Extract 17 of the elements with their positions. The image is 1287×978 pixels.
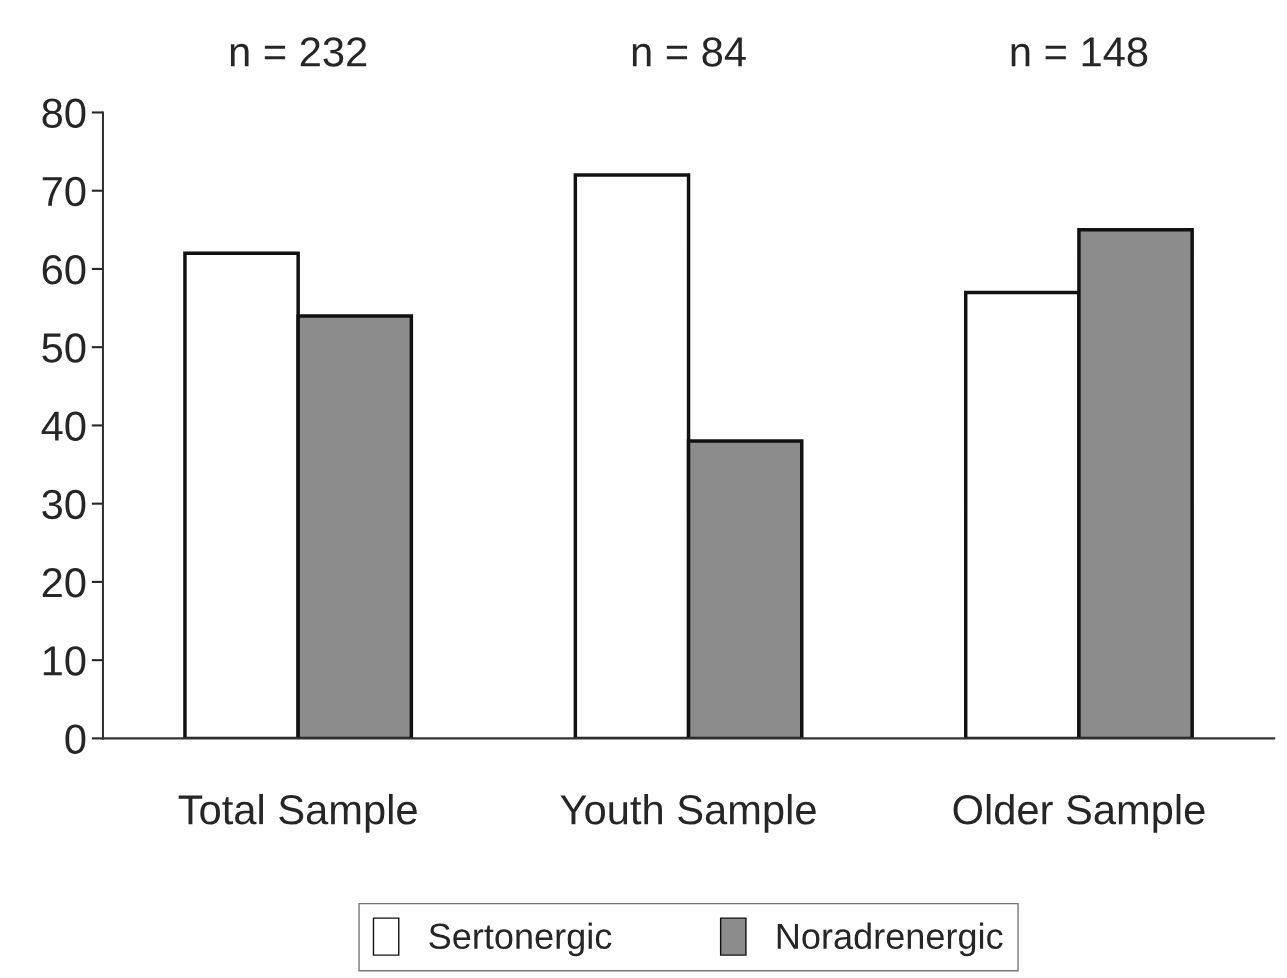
text: n = 84 — [632, 37, 746, 67]
text: n = 232 — [230, 37, 367, 67]
y-tick-label: 40 — [41, 411, 86, 441]
x-tick-label: Youth Sample — [560, 793, 816, 833]
legend-label: Sertonergic — [429, 922, 612, 957]
y-tick-label: 30 — [42, 489, 86, 520]
y-tick-label: 60 — [42, 254, 86, 285]
x-tick-label: Older Sample — [953, 793, 1205, 833]
y-tick-label: 50 — [42, 333, 86, 363]
legend-label: Noradrenergic — [777, 922, 1003, 957]
y-tick-label: 0 — [65, 724, 86, 754]
x-tick-label: Total Sample — [178, 793, 417, 833]
text: n = 148 — [1011, 37, 1148, 67]
y-tick-label: 80 — [42, 98, 86, 128]
y-tick-label: 10 — [43, 646, 86, 676]
y-tick-label: 70 — [42, 176, 86, 207]
y-tick-label: 20 — [42, 567, 86, 598]
